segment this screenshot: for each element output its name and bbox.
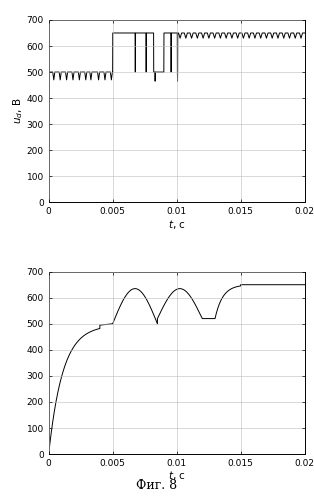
X-axis label: $t$, с: $t$, с <box>168 218 186 231</box>
Text: Фиг. 8: Фиг. 8 <box>137 479 177 492</box>
Y-axis label: $u_d$, В: $u_d$, В <box>11 98 25 124</box>
X-axis label: $t$, с: $t$, с <box>168 470 186 483</box>
